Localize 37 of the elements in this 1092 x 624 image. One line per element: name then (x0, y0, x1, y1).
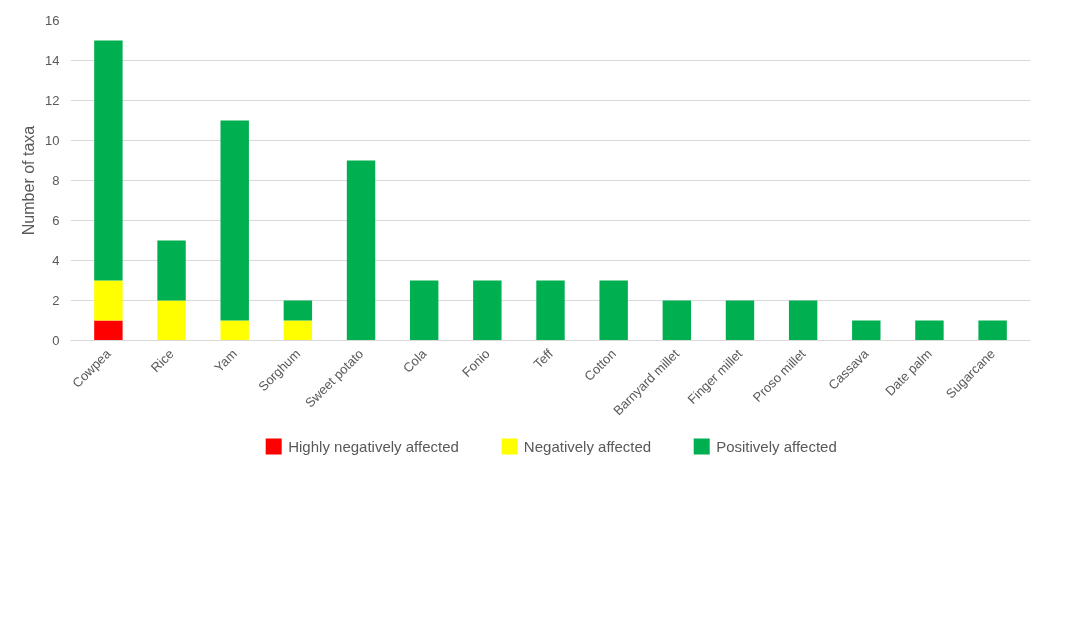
bar (473, 280, 502, 341)
bar (94, 40, 123, 281)
x-tick-label: Rice (147, 346, 177, 376)
bar (788, 300, 818, 341)
legend-label: Highly negatively affected (288, 437, 459, 455)
x-tick-label: Cola (399, 345, 431, 376)
bar (157, 300, 186, 341)
bar (94, 280, 123, 321)
y-tick-label: 16 (45, 13, 60, 28)
y-tick-label: 0 (52, 333, 60, 348)
bar (94, 320, 123, 341)
bar (283, 320, 313, 341)
bar (346, 160, 376, 341)
bar (536, 280, 565, 341)
bar (978, 320, 1007, 341)
bar (725, 300, 755, 341)
x-tick-label: Teff (530, 345, 557, 372)
bar (220, 320, 249, 341)
bar (409, 280, 439, 341)
bar (157, 240, 186, 301)
legend-label: Negatively affected (523, 437, 652, 455)
y-axis-title: Number of taxa (20, 125, 38, 236)
x-tick-label: Yam (211, 346, 241, 376)
y-tick-label: 14 (45, 53, 60, 68)
legend-label: Positively affected (716, 437, 837, 455)
y-tick-label: 2 (52, 293, 60, 308)
bar (852, 320, 881, 341)
bar (599, 280, 628, 341)
bar (662, 300, 692, 341)
bar (220, 120, 249, 321)
bar (283, 300, 313, 321)
y-tick-label: 8 (52, 173, 60, 188)
y-tick-label: 10 (45, 133, 60, 148)
y-tick-label: 12 (45, 93, 60, 108)
bar (915, 320, 944, 341)
y-tick-label: 6 (52, 213, 60, 228)
y-tick-label: 4 (52, 253, 60, 268)
